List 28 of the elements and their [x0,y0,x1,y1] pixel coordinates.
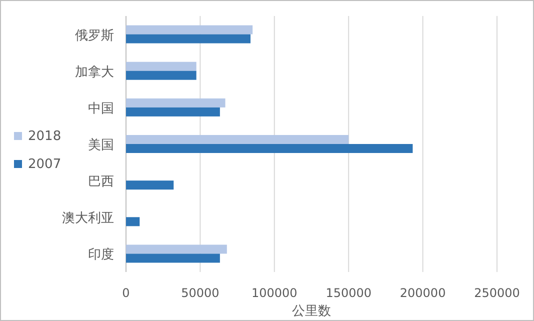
y-tick-label: 澳大利亚 [62,211,114,226]
bar [126,62,196,71]
bar [126,144,413,153]
bar [126,25,253,34]
y-tick-label: 美国 [88,137,114,153]
y-tick-label: 加拿大 [75,64,114,80]
legend-label: 2007 [28,157,62,172]
y-tick-label: 印度 [88,246,114,263]
bar [126,180,174,190]
bar [126,135,349,144]
bar [126,217,140,226]
bar [126,70,196,80]
bar [126,107,220,116]
y-tick-label: 中国 [88,101,114,116]
x-tick-label: 200000 [400,286,446,300]
x-tick-label: 0 [122,286,130,300]
bar [126,254,220,263]
x-tick-label: 100000 [251,286,298,300]
bar [126,98,226,108]
y-tick-label: 俄罗斯 [75,28,114,44]
bar [126,244,227,254]
bar [126,34,251,44]
x-tick-label: 250000 [474,286,520,300]
x-axis-title: 公里数 [292,304,331,319]
legend-label: 2018 [28,129,62,144]
y-tick-label: 巴西 [88,174,114,190]
x-tick-label: 150000 [326,286,372,300]
x-tick-label: 50000 [181,286,220,300]
